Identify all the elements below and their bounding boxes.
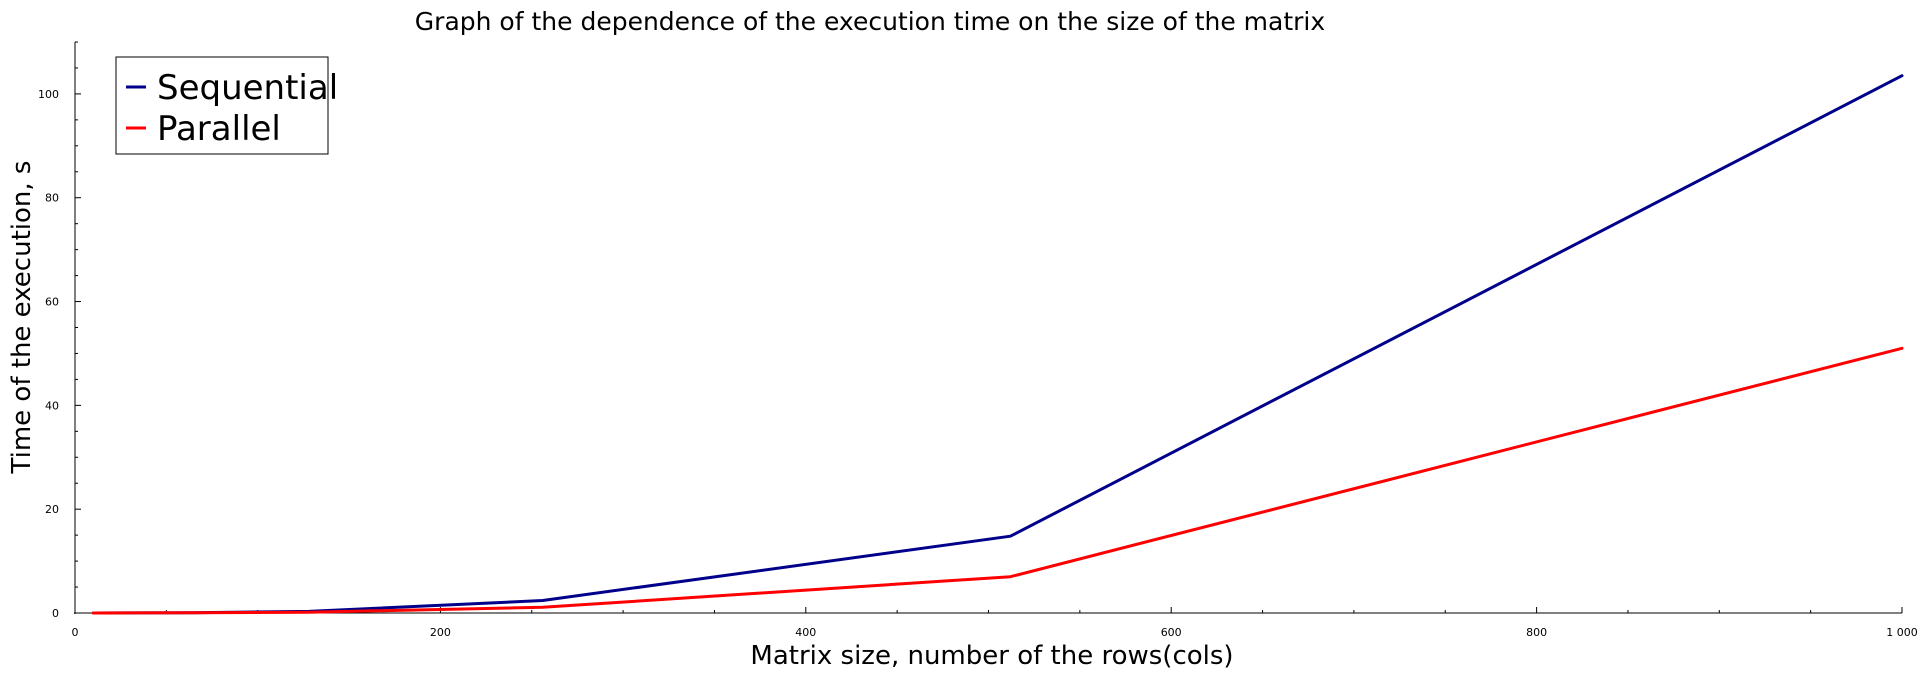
y-tick-label: 20: [45, 503, 59, 516]
x-tick-label: 1 000: [1886, 626, 1918, 639]
y-axis-label: Time of the execution, s: [7, 161, 37, 475]
x-tick-label: 600: [1161, 626, 1182, 639]
tick-marks: [74, 41, 1903, 614]
y-tick-label: 80: [45, 192, 59, 205]
x-tick-label: 0: [72, 626, 79, 639]
series-line-parallel: [91, 346, 1904, 615]
legend-label-sequential: Sequential: [157, 68, 338, 108]
x-tick-label: 200: [430, 626, 451, 639]
legend-label-parallel: Parallel: [157, 109, 281, 149]
tick-labels: 0 200 400 600 800 1 000 0 20 40 60 80 100: [38, 88, 1918, 639]
x-axis-label: Matrix size, number of the rows(cols): [750, 641, 1233, 671]
series-lines: [91, 74, 1904, 615]
axes: [74, 42, 1902, 614]
chart-title: Graph of the dependence of the execution…: [415, 7, 1325, 36]
y-tick-label: 0: [52, 607, 59, 620]
series-line-sequential: [91, 74, 1904, 615]
y-tick-label: 40: [45, 399, 59, 412]
x-tick-label: 800: [1526, 626, 1547, 639]
x-tick-label: 400: [795, 626, 816, 639]
y-tick-label: 60: [45, 296, 59, 309]
legend-box: [115, 56, 329, 155]
y-tick-label: 100: [38, 88, 59, 101]
